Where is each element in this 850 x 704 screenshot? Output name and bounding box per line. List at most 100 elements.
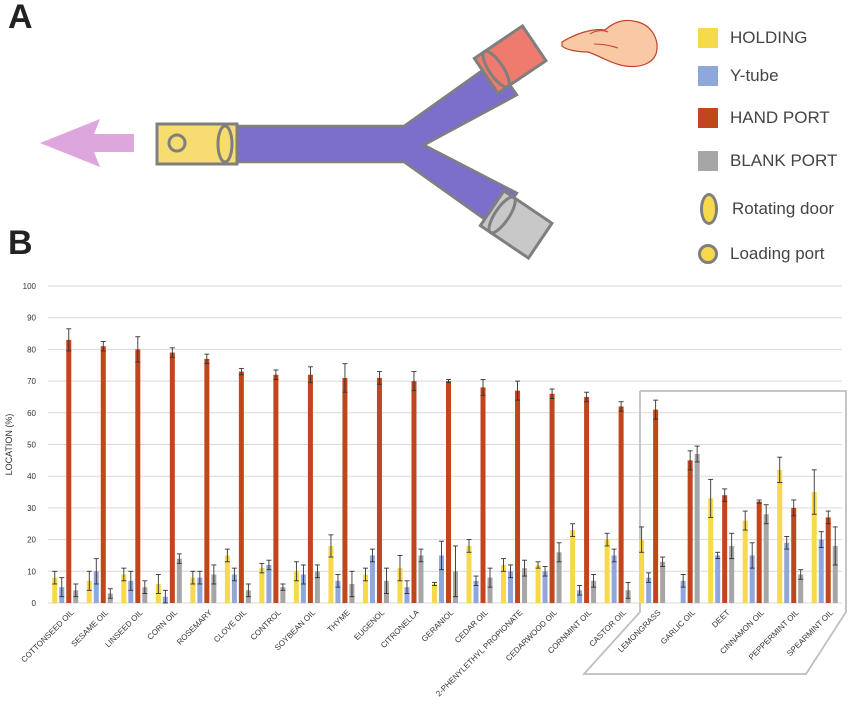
bar-y-tube	[784, 542, 790, 603]
bar-y-tube	[749, 555, 755, 603]
bar-blank-port	[142, 587, 148, 603]
bar-holding	[432, 583, 437, 603]
bar-y-tube	[473, 580, 479, 603]
bar-holding	[777, 469, 783, 603]
legend-label: Loading port	[730, 244, 825, 263]
bar-y-tube	[680, 580, 686, 603]
y-tick-label: 50	[27, 441, 36, 450]
bar-hand-port	[791, 507, 797, 603]
legend-swatch	[698, 108, 718, 128]
rotating-door	[216, 124, 234, 164]
legend-swatch	[698, 66, 718, 86]
bar-holding	[570, 530, 576, 603]
legend-label: HAND PORT	[730, 108, 830, 127]
bar-holding	[293, 571, 299, 603]
hand-port-chamber	[472, 23, 549, 96]
bar-holding	[501, 564, 507, 603]
legend-label: Y-tube	[730, 66, 779, 85]
y-tube-diagram	[0, 0, 690, 270]
hand-icon	[561, 19, 658, 68]
bar-hand-port	[653, 409, 659, 603]
bar-hand-port	[411, 381, 417, 603]
bar-y-tube	[439, 555, 444, 603]
x-tick-label: CONTROL	[249, 608, 283, 642]
x-tick-label: CORN OIL	[146, 608, 180, 642]
bar-y-tube	[611, 555, 617, 603]
bar-y-tube	[369, 555, 375, 603]
legend-item: Loading port	[698, 242, 825, 266]
bar-blank-port	[314, 571, 320, 603]
bar-holding	[397, 568, 403, 603]
bar-blank-port	[418, 555, 424, 603]
bar-hand-port	[480, 387, 486, 603]
bar-holding	[708, 498, 714, 603]
highlight-box	[581, 390, 847, 675]
y-tick-label: 10	[27, 567, 36, 576]
bar-blank-port	[176, 558, 182, 603]
x-tick-label: LINSEED OIL	[103, 608, 145, 650]
bar-blank-port	[487, 577, 493, 603]
bar-y-tube	[231, 574, 237, 603]
legend-swatch	[698, 244, 718, 264]
bar-hand-port	[204, 358, 210, 603]
bar-blank-port	[280, 587, 286, 603]
bar-y-tube	[266, 564, 272, 603]
legend-swatch	[700, 193, 718, 225]
y-tick-label: 30	[27, 504, 36, 513]
bar-blank-port	[660, 561, 666, 603]
bar-holding	[190, 577, 196, 603]
bar-hand-port	[273, 374, 279, 603]
y-tick-label: 80	[27, 345, 36, 354]
x-tick-label: THYME	[326, 608, 352, 634]
panel-label-a: A	[8, 0, 33, 36]
bar-holding	[466, 545, 472, 603]
bar-holding	[52, 577, 58, 603]
legend-item: Y-tube	[698, 64, 779, 88]
legend-swatch	[698, 28, 718, 48]
bar-blank-port	[556, 552, 562, 603]
bar-hand-port	[169, 352, 175, 603]
bar-y-tube	[300, 574, 306, 603]
bar-blank-port	[798, 574, 804, 603]
legend-label: Rotating door	[732, 199, 835, 218]
bar-y-tube	[577, 590, 583, 603]
y-tick-label: 20	[27, 536, 36, 545]
bar-holding	[362, 574, 368, 603]
bar-y-tube	[404, 587, 410, 603]
x-tick-label: CLOVE OIL	[212, 608, 249, 645]
bar-hand-port	[66, 339, 72, 603]
bar-y-tube	[128, 580, 134, 603]
x-tick-label: ROSEMARY	[175, 608, 214, 647]
y-tick-label: 0	[32, 599, 37, 608]
x-tick-label: COTTONSEED OIL	[19, 608, 76, 665]
legend-label: HOLDING	[730, 28, 808, 47]
bar-y-tube	[715, 555, 721, 603]
bar-hand-port	[446, 381, 451, 603]
bar-holding	[328, 545, 334, 603]
x-tick-label: GARLIC OIL	[659, 608, 698, 647]
blank-port-chamber	[478, 188, 555, 261]
bar-blank-port	[694, 454, 700, 603]
legend-label: BLANK PORT	[730, 151, 838, 170]
bar-blank-port	[729, 545, 735, 603]
bar-y-tube	[335, 580, 341, 603]
bar-hand-port	[825, 517, 831, 603]
bar-hand-port	[376, 377, 382, 603]
x-tick-label: CEDAR OIL	[453, 608, 490, 645]
panel-label-b: B	[8, 224, 33, 262]
bar-y-tube	[646, 577, 652, 603]
loading-port	[167, 133, 187, 153]
legend-item: BLANK PORT	[698, 149, 837, 173]
bar-blank-port	[832, 545, 838, 603]
bar-hand-port	[515, 390, 521, 603]
bar-blank-port	[763, 514, 769, 603]
legend-item: Rotating door	[698, 193, 835, 225]
bar-holding	[742, 520, 748, 603]
legend-item: HOLDING	[698, 26, 807, 50]
bar-holding	[604, 539, 610, 603]
bar-hand-port	[100, 346, 106, 603]
x-tick-label: DEET	[710, 608, 732, 630]
bar-holding	[639, 539, 645, 603]
holding-chamber	[155, 122, 239, 166]
bar-y-tube	[197, 577, 203, 603]
